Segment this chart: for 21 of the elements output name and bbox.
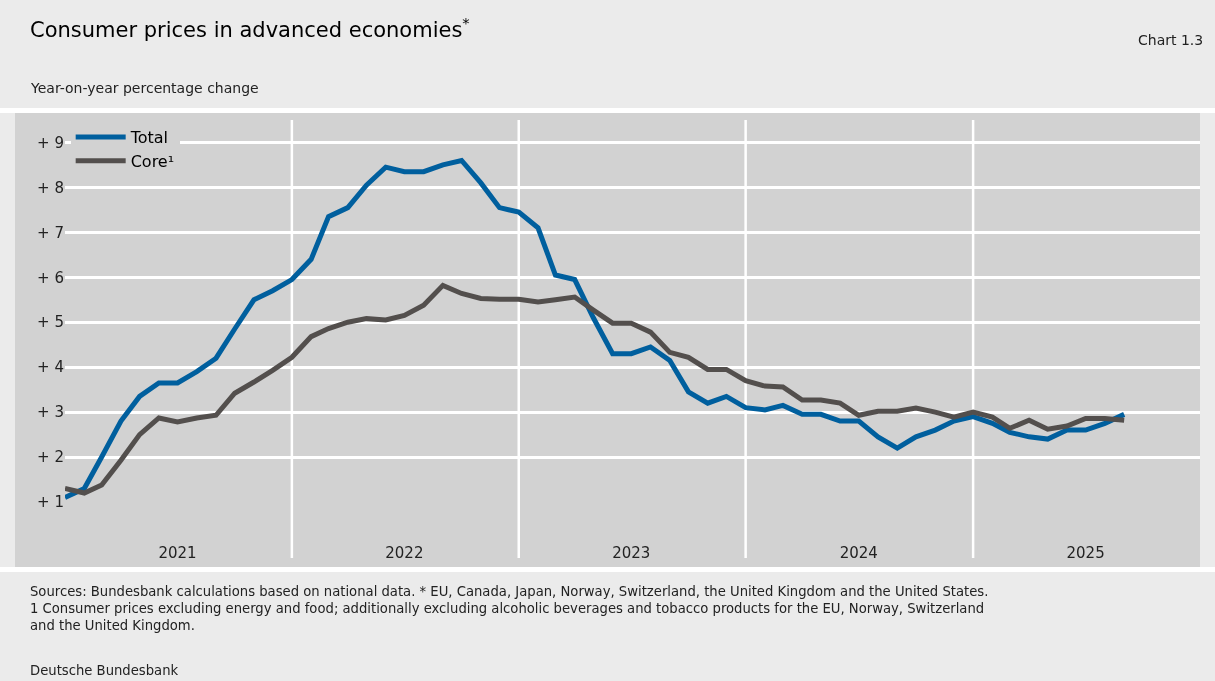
- y-tick-label: + 7: [37, 223, 64, 242]
- y-tick-label: + 6: [37, 268, 64, 287]
- x-tick-label: 2022: [385, 544, 424, 562]
- y-tick-label: + 8: [37, 178, 64, 197]
- x-tick-label: 2023: [612, 544, 651, 562]
- y-tick-label: + 2: [37, 448, 64, 467]
- legend-label: Total: [129, 128, 169, 148]
- y-tick-label: + 5: [37, 313, 64, 332]
- chart-subtitle: Year-on-year percentage change: [30, 80, 259, 96]
- caption: Chart 1.3: [1138, 32, 1204, 48]
- x-tick-label: 2025: [1066, 544, 1105, 562]
- chart-title: Consumer prices in advanced economies$^{*}$: [30, 14, 470, 42]
- x-tick-label: 2021: [158, 544, 197, 562]
- legend-label: Core¹: [130, 151, 175, 171]
- y-tick-label: + 3: [37, 403, 64, 422]
- source-note: Sources: Bundesbank calculations based on national data. * EU, Canada, Japan, Norway, Switzerland, the United Kingdom and the United States. 1 Consumer prices excluding energy and food; additionally excluding alcoholic beverages and tobacco products for the EU, Norway, Switzerland and the United Kingdom.: [30, 584, 989, 634]
- y-tick-label: + 4: [37, 358, 64, 377]
- x-tick-label: 2024: [839, 544, 878, 562]
- text: Deutsche Bundesbank: [30, 663, 179, 678]
- y-tick-label: + 9: [37, 133, 64, 152]
- y-tick-label: + 1: [37, 493, 64, 512]
